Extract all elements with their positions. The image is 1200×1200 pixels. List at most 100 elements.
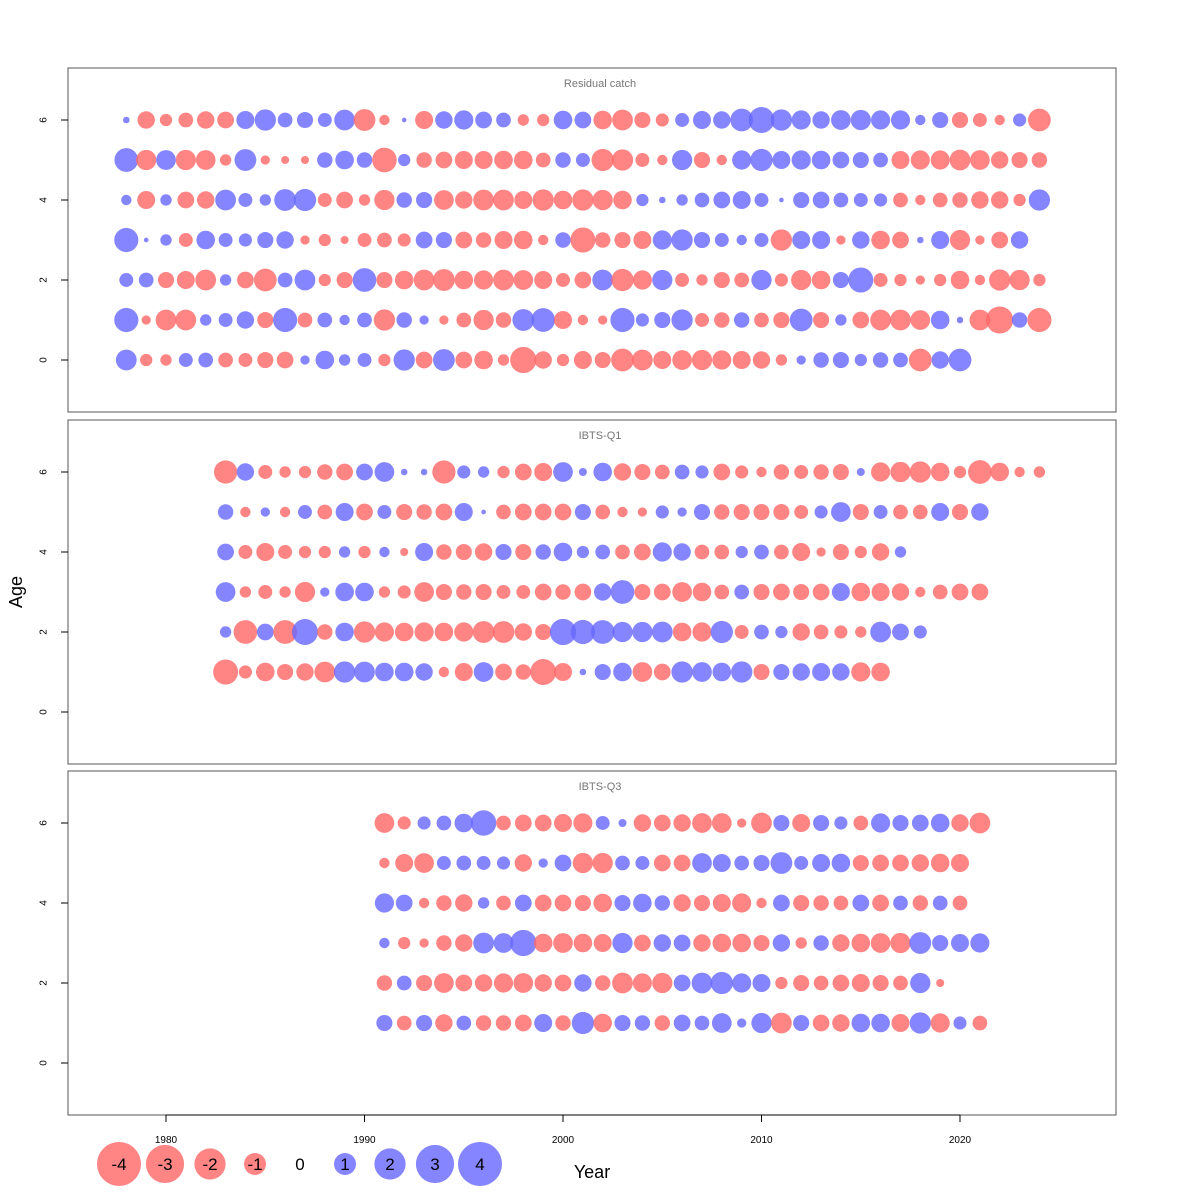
bubble-age6-1984: [236, 111, 255, 129]
bubble-age6-1990: [356, 463, 373, 481]
bubble-age0-2017: [893, 352, 908, 368]
y-tick-label: 4: [39, 549, 50, 555]
bubble-age1-1982: [200, 314, 212, 326]
bubble-age1-1997: [495, 1015, 512, 1031]
bubble-age4-1988: [317, 193, 332, 207]
bubble-age2-1985: [253, 268, 277, 292]
bubble-age2-2008: [710, 620, 733, 644]
bubble-age5-1982: [195, 150, 216, 170]
bubble-age5-1987: [300, 155, 310, 165]
bubble-age4-2008: [712, 894, 731, 912]
bubble-age3-2002: [594, 583, 612, 601]
bubble-age3-2010: [753, 934, 770, 952]
bubble-age6-2000: [554, 814, 572, 832]
bubble-age4-1992: [400, 547, 409, 557]
bubble-age4-1996: [473, 189, 494, 211]
bubble-age6-1995: [454, 813, 474, 833]
bubble-age2-2010: [752, 974, 771, 992]
bubble-age3-2009: [736, 234, 747, 246]
bubble-age5-1983: [219, 154, 232, 166]
bubble-age3-1978: [114, 227, 139, 253]
bubble-age4-1979: [137, 191, 156, 209]
legend-bubble: [145, 1144, 185, 1184]
legend-label: -4: [111, 1155, 126, 1174]
bubble-age3-1985: [258, 585, 273, 599]
bubble-age5-2010: [753, 854, 770, 872]
bubble-age4-2017: [893, 192, 908, 208]
bubble-age1-2004: [634, 1015, 651, 1031]
bubble-age1-2014: [832, 1014, 850, 1032]
bubble-age2-1993: [416, 974, 433, 992]
bubble-age2-2012: [792, 623, 810, 641]
bubble-age1-2006: [673, 1014, 691, 1032]
bubble-age4-2000: [553, 190, 573, 210]
bubble-age1-1994: [438, 666, 450, 678]
bubble-age0-1989: [338, 354, 351, 366]
bubble-age2-1999: [535, 623, 552, 641]
bubble-age1-1983: [218, 313, 233, 327]
bubble-age4-1988: [318, 545, 331, 559]
bubble-age4-1999: [535, 544, 551, 560]
bubble-age6-1982: [197, 111, 215, 129]
bubble-age2-2002: [590, 620, 615, 644]
bubble-age5-2017: [893, 504, 908, 520]
bubble-age1-2022: [986, 306, 1014, 334]
bubble-age5-2013: [812, 854, 831, 872]
bubble-age2-1984: [233, 620, 258, 644]
bubble-age2-1998: [513, 270, 534, 290]
bubble-age2-2017: [894, 273, 907, 287]
bubble-age3-1987: [294, 581, 316, 603]
bubble-age4-2024: [1028, 189, 1051, 211]
bubble-age6-2012: [791, 110, 811, 130]
panel-frame: [67, 419, 1117, 765]
legend-bubble: [97, 1142, 141, 1186]
bubble-age2-2008: [710, 971, 733, 995]
bubble-age6-1995: [454, 110, 474, 130]
bubble-age5-1994: [435, 503, 453, 521]
bubble-age4-1995: [455, 543, 472, 561]
bubble-age0-1983: [218, 352, 233, 368]
bubble-age2-2001: [574, 271, 592, 289]
bubble-age1-2004: [632, 662, 653, 682]
bubble-age1-2010: [753, 663, 770, 681]
bubble-age6-1979: [137, 111, 155, 129]
bubble-age1-1978: [114, 307, 139, 333]
bubble-age2-2023: [1009, 269, 1030, 291]
bubble-age3-2005: [653, 583, 671, 601]
bubble-age2-1980: [157, 271, 175, 289]
bubble-age5-1981: [175, 149, 196, 171]
bubble-age6-1984: [236, 463, 255, 481]
bubble-age2-2008: [713, 271, 730, 289]
legend-label: 1: [340, 1155, 349, 1174]
bubble-age6-1991: [379, 114, 390, 126]
bubble-age0-2001: [573, 351, 592, 369]
bubble-age5-2014: [832, 151, 850, 169]
bubble-age1-1990: [357, 312, 372, 328]
bubble-age1-1995: [456, 1015, 472, 1031]
bubble-age2-1986: [277, 272, 293, 288]
bubble-age6-1993: [417, 816, 431, 830]
bubble-age5-2008: [716, 154, 727, 166]
bubble-age2-1982: [195, 269, 217, 291]
bubble-age4-2011: [774, 544, 789, 560]
x-axis: 1980 1990 2000 2010 2020: [155, 1114, 972, 1146]
bubble-age4-2007: [694, 544, 710, 560]
bubble-age3-2021: [971, 583, 989, 601]
bubble-age4-1981: [177, 191, 195, 209]
bubble-age5-1995: [454, 151, 473, 169]
bubble-age4-2017: [894, 546, 907, 558]
bubble-age4-2003: [614, 894, 631, 912]
bubble-age6-2002: [593, 110, 612, 130]
bubble-age0-2015: [854, 353, 867, 367]
bubble-age1-1987: [296, 663, 314, 681]
bubble-age5-2020: [951, 854, 969, 872]
bubble-age4-1982: [197, 191, 215, 209]
bubble-age6-2014: [832, 463, 849, 481]
bubble-age1-2001: [579, 668, 587, 676]
bubble-age3-2006: [672, 582, 692, 602]
bubble-age5-1992: [398, 153, 411, 167]
bubble-age6-2001: [574, 111, 592, 129]
bubble-age6-1981: [178, 112, 194, 128]
y-tick-label: 0: [39, 1060, 50, 1066]
bubble-age1-2016: [871, 1013, 890, 1033]
